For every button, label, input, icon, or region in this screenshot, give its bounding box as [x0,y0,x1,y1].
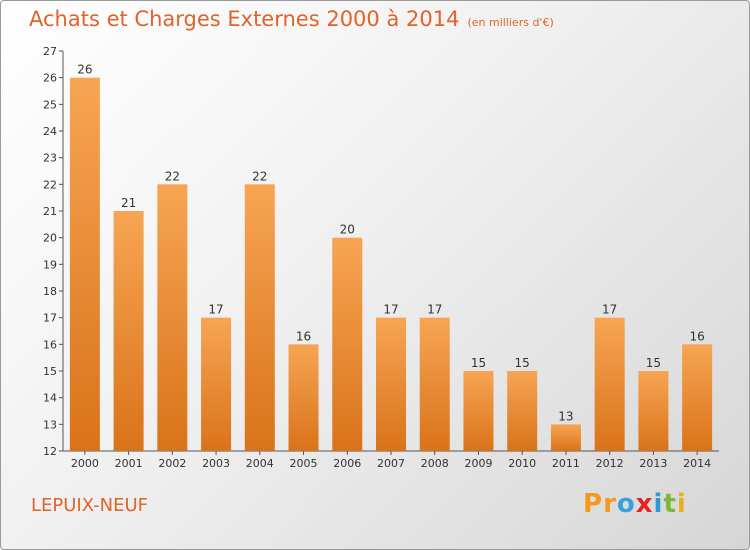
value-label-2005: 16 [296,329,311,343]
value-label-2004: 22 [252,169,267,183]
y-tick-label: 26 [43,72,57,85]
y-tick-label: 15 [43,365,57,378]
x-tick-label-2001: 2001 [115,457,143,470]
bar-2010 [507,371,538,451]
y-tick-label: 14 [43,392,57,405]
bar-2012 [594,317,625,451]
y-tick-label: 21 [43,205,57,218]
value-label-2002: 22 [165,169,180,183]
chart-subtitle: (en milliers d'€) [467,16,554,29]
x-tick-label-2007: 2007 [377,457,405,470]
x-tick-label-2013: 2013 [639,457,667,470]
x-tick-label-2012: 2012 [596,457,624,470]
x-tick-label-2011: 2011 [552,457,580,470]
bar-2002 [157,184,188,452]
bar-2006 [332,237,363,451]
bar-2011 [550,424,581,451]
bar-2008 [419,317,450,451]
value-label-2000: 26 [77,63,92,77]
value-label-2013: 15 [646,356,661,370]
logo-letter: t [663,489,677,519]
proxiti-logo: Proxiti [583,489,687,519]
bar-2005 [288,344,319,451]
y-tick-label: 24 [43,125,57,138]
bar-2007 [376,317,406,451]
value-label-2012: 17 [602,303,617,317]
chart-title: Achats et Charges Externes 2000 à 2014 (e… [29,7,554,31]
x-tick-label-2009: 2009 [464,457,492,470]
y-tick-label: 22 [43,178,57,191]
y-tick-label: 16 [43,338,57,351]
value-label-2009: 15 [471,356,486,370]
y-tick-label: 17 [43,312,57,325]
x-tick-label-2003: 2003 [202,457,230,470]
x-tick-label-2005: 2005 [290,457,318,470]
y-tick-label: 19 [43,258,57,271]
bar-2001 [113,211,144,451]
logo-letter: x [635,489,654,519]
value-label-2008: 17 [427,303,442,317]
y-tick-label: 13 [43,418,57,431]
y-tick-label: 18 [43,285,57,298]
value-label-2011: 13 [558,409,573,423]
logo-letter: r [603,489,617,519]
value-label-2001: 21 [121,196,136,210]
y-tick-label: 23 [43,152,57,165]
y-tick-label: 20 [43,232,57,245]
value-label-2007: 17 [383,303,398,317]
y-tick-label: 25 [43,98,57,111]
x-tick-label-2014: 2014 [683,457,711,470]
value-label-2006: 20 [340,223,355,237]
value-label-2003: 17 [208,303,223,317]
value-label-2010: 15 [515,356,530,370]
logo-letter: P [583,489,604,519]
logo-letter: o [616,489,636,519]
bar-2009 [463,371,494,451]
y-tick-label: 12 [43,445,57,458]
x-tick-label-2004: 2004 [246,457,274,470]
bar-2004 [244,184,275,452]
x-tick-label-2000: 2000 [71,457,99,470]
commune-name: LEPUIX-NEUF [31,495,149,516]
data-labels: 26 21 22 17 22 16 20 17 17 15 15 13 17 15 16 [77,63,705,424]
logo-letter: i [676,489,687,519]
bar-2000 [69,77,100,452]
x-tick-label-2008: 2008 [421,457,449,470]
bar-2014 [682,344,713,451]
x-tick-label-2010: 2010 [508,457,536,470]
logo-letter: i [653,489,664,519]
y-tick-label: 27 [43,45,57,58]
bar-2013 [638,371,669,451]
bars [69,77,713,452]
bar-2003 [201,317,232,451]
x-tick-label-2002: 2002 [158,457,186,470]
axes: 12 13 14 15 16 17 18 19 20 21 22 23 24 25 26 27 2000 2001… [43,45,719,470]
x-tick-label-2006: 2006 [333,457,361,470]
value-label-2014: 16 [689,329,704,343]
